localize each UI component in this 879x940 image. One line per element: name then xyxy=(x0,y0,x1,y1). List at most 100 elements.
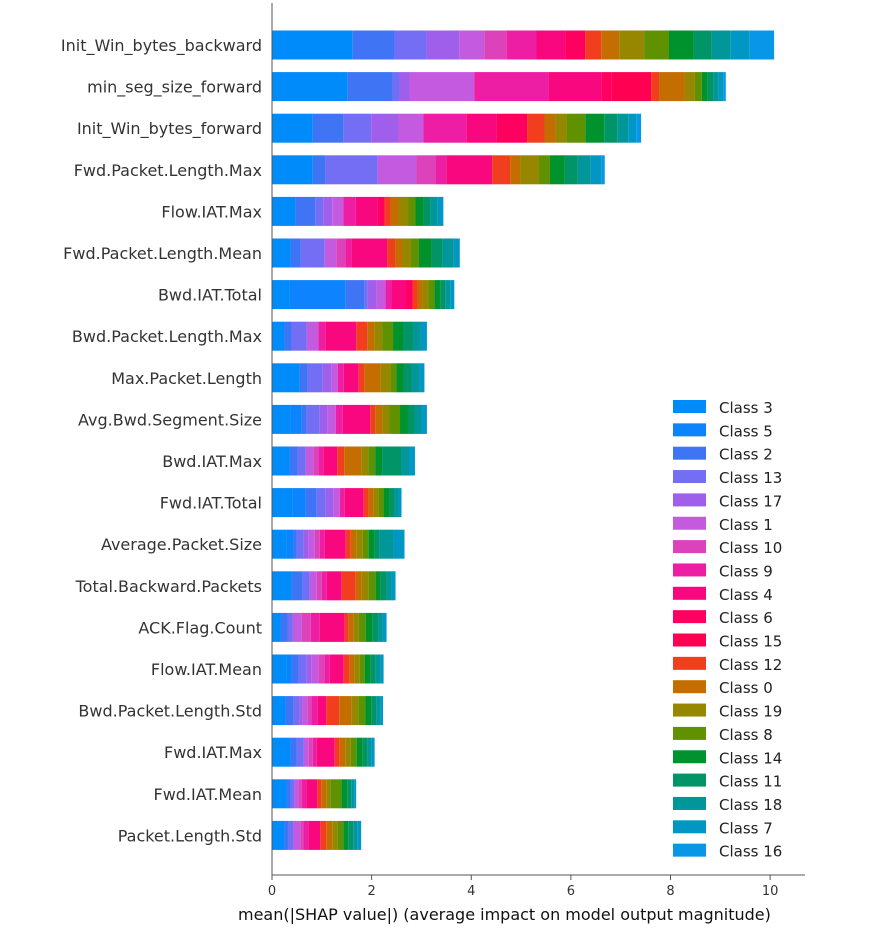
bar-segment-row3-series12 xyxy=(510,155,521,185)
legend-swatch xyxy=(673,610,706,624)
bar-segment-row10-series14 xyxy=(368,446,376,476)
bar-segment-row17-series2 xyxy=(290,737,297,767)
bar-segment-row7-series3 xyxy=(291,321,307,351)
bar-segment-row7-series7 xyxy=(318,321,326,351)
bar-segment-row8-series0 xyxy=(272,363,300,393)
bar-segment-row11-series17 xyxy=(394,488,399,518)
bar-segment-row18-series3 xyxy=(290,779,295,809)
bar-segment-row9-series16 xyxy=(407,404,415,434)
bar-segment-row8-series4 xyxy=(322,363,332,393)
bar-segment-row1-series2 xyxy=(347,72,393,102)
bar-segment-row15-series0 xyxy=(272,654,287,684)
bar-segment-row10-series18 xyxy=(408,446,415,476)
bar-segment-row9-series2 xyxy=(301,404,307,434)
bar-segment-row5-series8 xyxy=(351,238,388,268)
legend-swatch xyxy=(673,750,706,764)
bar-segment-row6-series9 xyxy=(406,280,413,310)
feature-label: Bwd.IAT.Total xyxy=(158,286,262,305)
bar-segment-row12-series4 xyxy=(303,529,309,559)
bar-segment-row19-series14 xyxy=(337,820,344,850)
bar-segment-row19-series6 xyxy=(300,820,304,850)
bar-segment-row15-series8 xyxy=(329,654,344,684)
bar-segment-row11-series4 xyxy=(325,488,334,518)
bar-segment-row12-series7 xyxy=(319,529,325,559)
legend-label: Class 13 xyxy=(719,469,782,487)
bar-segment-row11-series8 xyxy=(344,488,364,518)
bar-segment-row2-series7 xyxy=(423,113,467,143)
bar-segment-row1-series13 xyxy=(684,72,695,102)
bar-segment-row13-series13 xyxy=(361,571,369,601)
bar-segment-row8-series7 xyxy=(337,363,344,393)
bar-segment-row4-series12 xyxy=(390,196,399,226)
bar-segment-row16-series15 xyxy=(365,696,372,726)
bar-segment-row14-series2 xyxy=(280,612,288,642)
bar-segment-row11-series15 xyxy=(383,488,390,518)
bar-segment-row3-series3 xyxy=(325,155,378,185)
legend-label: Class 17 xyxy=(719,492,782,510)
bar-segment-row9-series12 xyxy=(375,404,383,434)
legend-swatch xyxy=(673,470,706,484)
bar-segment-row0-series9 xyxy=(565,30,586,60)
bar-segment-row8-series11 xyxy=(358,363,365,393)
bar-segment-row1-series5 xyxy=(409,72,475,102)
bar-segment-row0-series11 xyxy=(585,30,602,60)
bar-segment-row8-series14 xyxy=(390,363,397,393)
x-axis-label: mean(|SHAP value|) (average impact on mo… xyxy=(238,905,771,924)
bar-segment-row16-series0 xyxy=(272,696,286,726)
legend-label: Class 19 xyxy=(719,703,782,721)
bar-segment-row17-series7 xyxy=(312,737,317,767)
bar-segment-row8-series17 xyxy=(411,363,420,393)
bar-segment-row16-series6 xyxy=(307,696,312,726)
bar-segment-row3-series7 xyxy=(435,155,447,185)
legend-label: Class 3 xyxy=(719,399,773,417)
bar-segment-row5-series3 xyxy=(300,238,325,268)
bar-segment-row18-series18 xyxy=(354,779,357,809)
bar-segment-row3-series16 xyxy=(564,155,578,185)
bar-segment-row14-series5 xyxy=(292,612,302,642)
feature-label: Bwd.Packet.Length.Std xyxy=(78,702,262,721)
bar-segment-row6-series17 xyxy=(445,280,451,310)
x-tick-label: 0 xyxy=(268,884,276,899)
bar-segment-row7-series18 xyxy=(420,321,427,351)
bar-segment-row12-series5 xyxy=(308,529,315,559)
bar-segment-row17-series12 xyxy=(339,737,346,767)
bar-segment-row14-series3 xyxy=(287,612,293,642)
bar-segment-row11-series12 xyxy=(368,488,374,518)
bar-segment-row12-series18 xyxy=(393,529,405,559)
bar-segment-row13-series11 xyxy=(341,571,356,601)
bar-segment-row10-series8 xyxy=(323,446,338,476)
bar-segment-row2-series2 xyxy=(312,113,344,143)
bar-segment-row2-series11 xyxy=(527,113,545,143)
bar-segment-row3-series13 xyxy=(520,155,539,185)
bar-segment-row11-series11 xyxy=(363,488,369,518)
legend-swatch xyxy=(673,773,706,787)
bar-segment-row0-series17 xyxy=(711,30,731,60)
bar-segment-row6-series0 xyxy=(272,280,290,310)
bar-segment-row2-series8 xyxy=(466,113,497,143)
bar-segment-row19-series13 xyxy=(332,820,338,850)
bar-segment-row3-series2 xyxy=(312,155,326,185)
x-tick-label: 2 xyxy=(367,884,375,899)
bar-segment-row0-series4 xyxy=(426,30,460,60)
bar-segment-row16-series13 xyxy=(351,696,359,726)
bar-segment-row13-series3 xyxy=(302,571,310,601)
bar-segment-row0-series6 xyxy=(484,30,507,60)
bar-segment-row5-series2 xyxy=(290,238,301,268)
bar-segment-row4-series17 xyxy=(430,196,438,226)
bar-segment-row16-series14 xyxy=(358,696,366,726)
bar-segment-row1-series15 xyxy=(701,72,708,102)
bar-segment-row15-series18 xyxy=(380,654,384,684)
bar-segment-row1-series7 xyxy=(474,72,549,102)
legend-label: Class 4 xyxy=(719,586,773,604)
feature-label: Bwd.Packet.Length.Max xyxy=(72,327,262,346)
bar-segment-row8-series16 xyxy=(403,363,412,393)
bar-segment-row18-series14 xyxy=(330,779,342,809)
bar-segment-row3-series17 xyxy=(577,155,591,185)
bar-segment-row15-series5 xyxy=(311,654,319,684)
bar-segment-row12-series13 xyxy=(356,529,363,559)
bar-segment-row18-series16 xyxy=(347,779,352,809)
bar-segment-row7-series8 xyxy=(325,321,357,351)
legend-swatch xyxy=(673,680,706,694)
legend-label: Class 16 xyxy=(719,843,782,861)
bar-segment-row13-series14 xyxy=(368,571,376,601)
